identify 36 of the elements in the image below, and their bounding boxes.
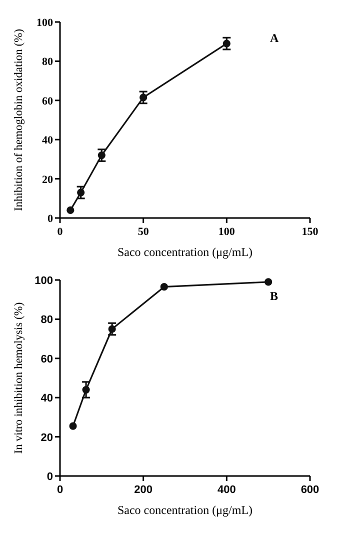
y-tick-label: 80 (40, 314, 53, 326)
x-tick-label: 150 (302, 226, 319, 238)
y-tick-label: 40 (42, 134, 54, 147)
x-tick-label: 100 (218, 226, 236, 238)
point (160, 283, 168, 291)
point (66, 206, 74, 214)
point (140, 94, 148, 102)
y-tick-label: 60 (42, 95, 54, 108)
x-tick-label: 0 (56, 484, 64, 496)
annotation: B (270, 289, 278, 303)
annotation: A (270, 31, 279, 45)
point (82, 386, 90, 394)
y-axis-title: In vitro inhibition hemolysis (%) (13, 302, 25, 454)
y-tick-label: 0 (48, 213, 54, 225)
y-tick-label: 100 (36, 17, 54, 29)
y-tick-label: 100 (34, 275, 53, 287)
y-tick-label: 20 (40, 432, 53, 444)
x-tick-label: 0 (57, 226, 64, 238)
x-tick-label: 200 (134, 484, 153, 496)
x-axis-title: Saco concentration (μg/mL) (117, 503, 253, 517)
point (98, 151, 106, 160)
y-tick-label: 20 (42, 174, 54, 186)
x-tick-label: 50 (138, 226, 150, 238)
y-axis-title: Inhibition of hemoglobin oxidation (%) (13, 28, 25, 212)
x-tick-label: 600 (300, 484, 320, 496)
y-tick-label: 0 (46, 471, 53, 483)
point (77, 188, 85, 196)
y-tick-label: 80 (42, 56, 54, 68)
y-tick-label: 40 (40, 392, 53, 405)
x-tick-label: 400 (217, 484, 236, 496)
point (222, 40, 230, 48)
y-tick-label: 60 (40, 353, 53, 366)
point (264, 278, 272, 286)
x-axis-title: Saco concentration (μg/mL) (117, 245, 253, 259)
point (108, 325, 116, 333)
point (69, 422, 77, 430)
